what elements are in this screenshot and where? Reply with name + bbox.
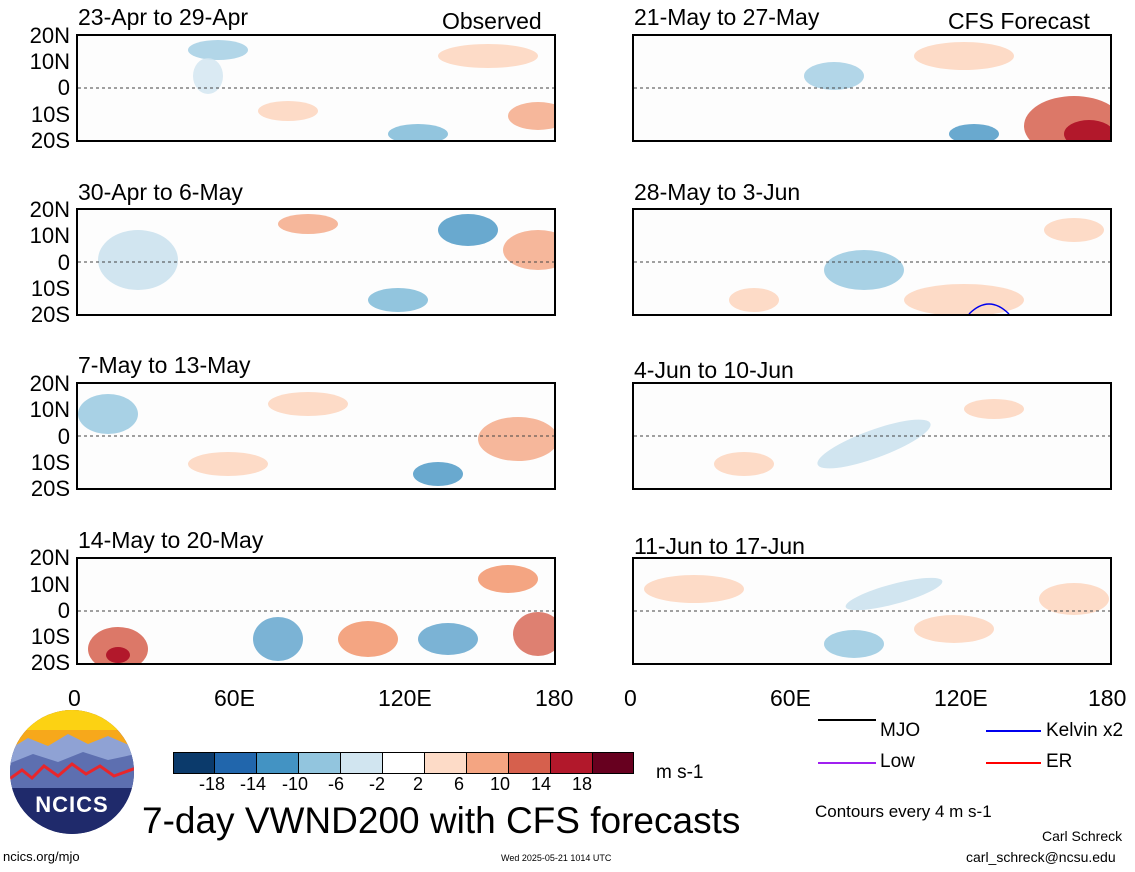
colorbar <box>173 752 634 774</box>
cfs-forecast-label: CFS Forecast <box>948 8 1090 34</box>
map-panel-observed-2 <box>76 208 556 316</box>
footer-author: Carl Schreck <box>1042 828 1123 844</box>
panel-title-left-4: 14-May to 20-May <box>78 527 264 553</box>
lat-label: 0 <box>57 75 70 100</box>
lat-label: 20N <box>29 371 70 396</box>
colorbar-tick: 2 <box>413 774 424 794</box>
legend-label-low: Low <box>880 751 915 772</box>
lat-label: 20N <box>29 23 70 48</box>
lat-label: 10N <box>29 49 70 74</box>
colorbar-swatch <box>383 753 425 773</box>
lat-label: 0 <box>57 250 70 275</box>
wind-anomaly-map <box>634 42 1110 140</box>
main-title: 7-day VWND200 with CFS forecasts <box>142 800 741 841</box>
map-panel-observed-1 <box>76 34 556 142</box>
colorbar-swatch <box>509 753 551 773</box>
lat-label: 10S <box>30 624 70 649</box>
colorbar-tick: 10 <box>490 774 511 794</box>
lon-label-right: 60E <box>770 685 811 711</box>
logo-text: NCICS <box>35 792 109 817</box>
colorbar-tick: 14 <box>531 774 552 794</box>
lon-label-left: 180 <box>535 685 574 711</box>
lon-label-right: 120E <box>934 685 988 711</box>
colorbar-swatch <box>467 753 509 773</box>
lon-label-left: 120E <box>378 685 432 711</box>
colorbar-tick: -2 <box>369 774 386 794</box>
lon-label-left: 60E <box>214 685 255 711</box>
lat-label: 0 <box>57 598 70 623</box>
colorbar-swatch <box>425 753 467 773</box>
lon-label-left: 0 <box>68 685 81 711</box>
wind-anomaly-map <box>634 399 1110 476</box>
lon-label-right: 0 <box>624 685 637 711</box>
ncics-logo-icon <box>10 710 134 834</box>
lat-label: 10N <box>29 572 70 597</box>
lat-label: 10N <box>29 397 70 422</box>
lat-label: 0 <box>57 424 70 449</box>
colorbar-tick: -18 <box>199 774 226 794</box>
footer-email[interactable]: carl_schreck@ncsu.edu <box>966 849 1116 865</box>
contour-note: Contours every 4 m s-1 <box>815 802 992 821</box>
lat-label: 20S <box>30 302 70 327</box>
lat-label: 10N <box>29 223 70 248</box>
map-panel-observed-3 <box>76 382 556 490</box>
legend-line-kelvin <box>986 730 1041 732</box>
colorbar-swatch <box>299 753 341 773</box>
legend-label-mjo: MJO <box>880 720 921 741</box>
lat-label: 20S <box>30 476 70 501</box>
wind-anomaly-map <box>634 218 1110 314</box>
footer-url[interactable]: ncics.org/mjo <box>3 849 80 864</box>
observed-label: Observed <box>442 8 542 34</box>
colorbar-tick: -10 <box>282 774 309 794</box>
colorbar-tick: -6 <box>328 774 345 794</box>
panel-title-left-1: 23-Apr to 29-Apr <box>78 4 249 30</box>
legend-line-er <box>986 762 1041 764</box>
map-panel-observed-4 <box>76 557 556 665</box>
panel-title-right-3: 4-Jun to 10-Jun <box>634 357 794 383</box>
lat-label: 20N <box>29 197 70 222</box>
lat-label: 10S <box>30 450 70 475</box>
panel-title-right-4: 11-Jun to 17-Jun <box>634 533 805 559</box>
colorbar-swatch <box>215 753 257 773</box>
colorbar-swatch <box>341 753 383 773</box>
panel-title-left-3: 7-May to 13-May <box>78 352 251 378</box>
colorbar-tick: -14 <box>240 774 267 794</box>
colorbar-tick: 6 <box>454 774 465 794</box>
lat-label: 20S <box>30 650 70 675</box>
legend-label-er: ER <box>1046 751 1073 772</box>
colorbar-tick: 18 <box>572 774 593 794</box>
lon-label-right: 180 <box>1088 685 1127 711</box>
map-panel-forecast-3 <box>632 382 1112 490</box>
lat-label: 20N <box>29 545 70 570</box>
map-panel-forecast-4 <box>632 557 1112 665</box>
wind-anomaly-map <box>634 575 1110 658</box>
colorbar-swatch <box>593 753 633 773</box>
colorbar-swatch <box>257 753 299 773</box>
wind-anomaly-map <box>78 565 554 663</box>
legend-label-kelvin: Kelvin x2 <box>1046 720 1124 741</box>
legend-line-low <box>818 762 876 764</box>
ncics-logo: NCICS <box>8 708 136 836</box>
map-panel-forecast-2 <box>632 208 1112 316</box>
wind-anomaly-map <box>78 214 554 312</box>
colorbar-swatch <box>551 753 593 773</box>
panel-title-left-2: 30-Apr to 6-May <box>78 179 243 205</box>
panel-title-right-2: 28-May to 3-Jun <box>634 179 801 205</box>
footer-timestamp: Wed 2025-05-21 1014 UTC <box>501 853 612 863</box>
wind-anomaly-map <box>78 392 554 486</box>
panel-title-right-1: 21-May to 27-May <box>634 4 820 30</box>
lat-label: 20S <box>30 128 70 153</box>
legend-line-mjo <box>818 719 876 721</box>
colorbar-units: m s-1 <box>656 762 704 783</box>
wind-anomaly-map <box>78 40 554 140</box>
lat-label: 10S <box>30 102 70 127</box>
colorbar-swatch <box>174 753 215 773</box>
lat-label: 10S <box>30 276 70 301</box>
map-panel-forecast-1 <box>632 34 1112 142</box>
